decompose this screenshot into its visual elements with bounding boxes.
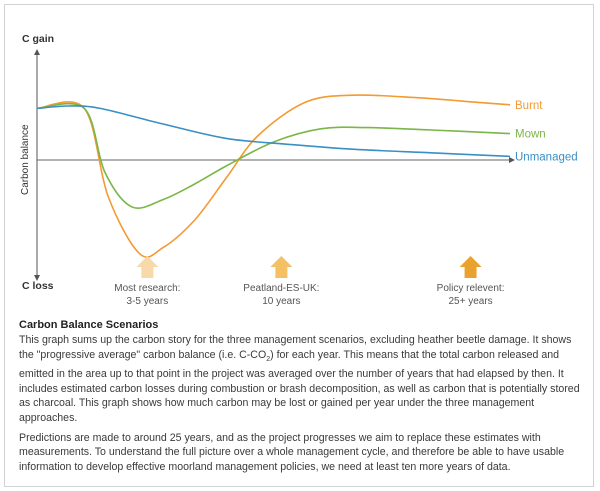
series-label-mown: Mown — [515, 129, 546, 141]
annotation-label-3-line2: 25+ years — [448, 296, 492, 307]
description-title: Carbon Balance Scenarios — [19, 319, 159, 331]
annotation-label-1-line1: Most research: — [114, 283, 180, 294]
series-label-unmanaged: Unmanaged — [515, 151, 578, 163]
description-paragraph-1: This graph sums up the carbon story for … — [19, 334, 580, 424]
series-line-burnt — [36, 94, 511, 258]
carbon-balance-chart: C gain C loss Carbon balance Burnt Mown Un… — [20, 33, 578, 307]
description-paragraph-2: Predictions are made to around 25 years,… — [19, 431, 565, 473]
figure-frame — [4, 4, 594, 487]
annotation-label-1-line2: 3-5 years — [127, 296, 169, 307]
series-labels: Burnt Mown Unmanaged — [515, 100, 578, 164]
annotation-label-2-line2: 10 years — [262, 296, 300, 307]
series-group — [36, 94, 511, 258]
description: Carbon Balance Scenarios This graph sums… — [19, 318, 585, 480]
annotation-arrow-1 — [136, 256, 159, 278]
y-axis-title: Carbon balance — [20, 124, 31, 195]
y-top-label: C gain — [22, 33, 54, 45]
series-line-mown — [36, 102, 511, 209]
y-bottom-label: C loss — [22, 280, 54, 292]
annotation-arrow-2 — [270, 256, 293, 278]
series-line-unmanaged — [36, 105, 511, 158]
series-label-burnt: Burnt — [515, 100, 543, 112]
annotation-label-2-line1: Peatland-ES-UK: — [243, 283, 319, 294]
annotation-label-3-line1: Policy relevent: — [437, 283, 505, 294]
annotations: Most research: 3-5 years Peatland-ES-UK: 10… — [114, 256, 504, 307]
annotation-arrow-3 — [459, 256, 482, 278]
